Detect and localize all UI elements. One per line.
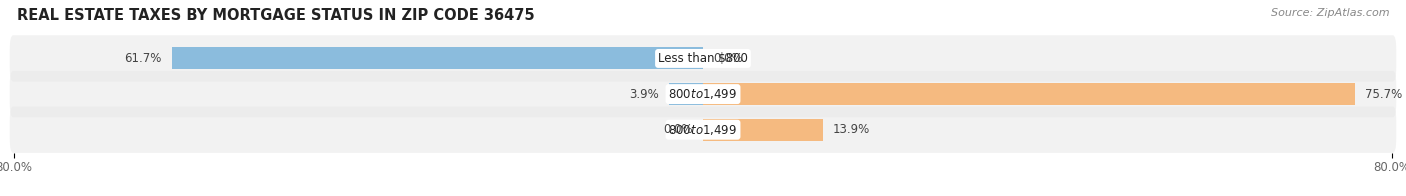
Text: $800 to $1,499: $800 to $1,499 xyxy=(668,87,738,101)
Text: 3.9%: 3.9% xyxy=(630,88,659,101)
Text: Less than $800: Less than $800 xyxy=(658,52,748,65)
Bar xyxy=(703,119,823,141)
Text: 61.7%: 61.7% xyxy=(124,52,162,65)
Text: 0.0%: 0.0% xyxy=(664,123,693,136)
Bar xyxy=(669,83,703,105)
FancyBboxPatch shape xyxy=(10,71,1396,117)
Bar xyxy=(703,83,1355,105)
Text: 0.0%: 0.0% xyxy=(713,52,742,65)
FancyBboxPatch shape xyxy=(10,106,1396,153)
Text: 13.9%: 13.9% xyxy=(832,123,870,136)
Text: Source: ZipAtlas.com: Source: ZipAtlas.com xyxy=(1271,8,1389,18)
Text: REAL ESTATE TAXES BY MORTGAGE STATUS IN ZIP CODE 36475: REAL ESTATE TAXES BY MORTGAGE STATUS IN … xyxy=(17,8,534,23)
Text: 75.7%: 75.7% xyxy=(1365,88,1403,101)
FancyBboxPatch shape xyxy=(10,35,1396,82)
Bar xyxy=(172,47,703,70)
Text: $800 to $1,499: $800 to $1,499 xyxy=(668,123,738,137)
